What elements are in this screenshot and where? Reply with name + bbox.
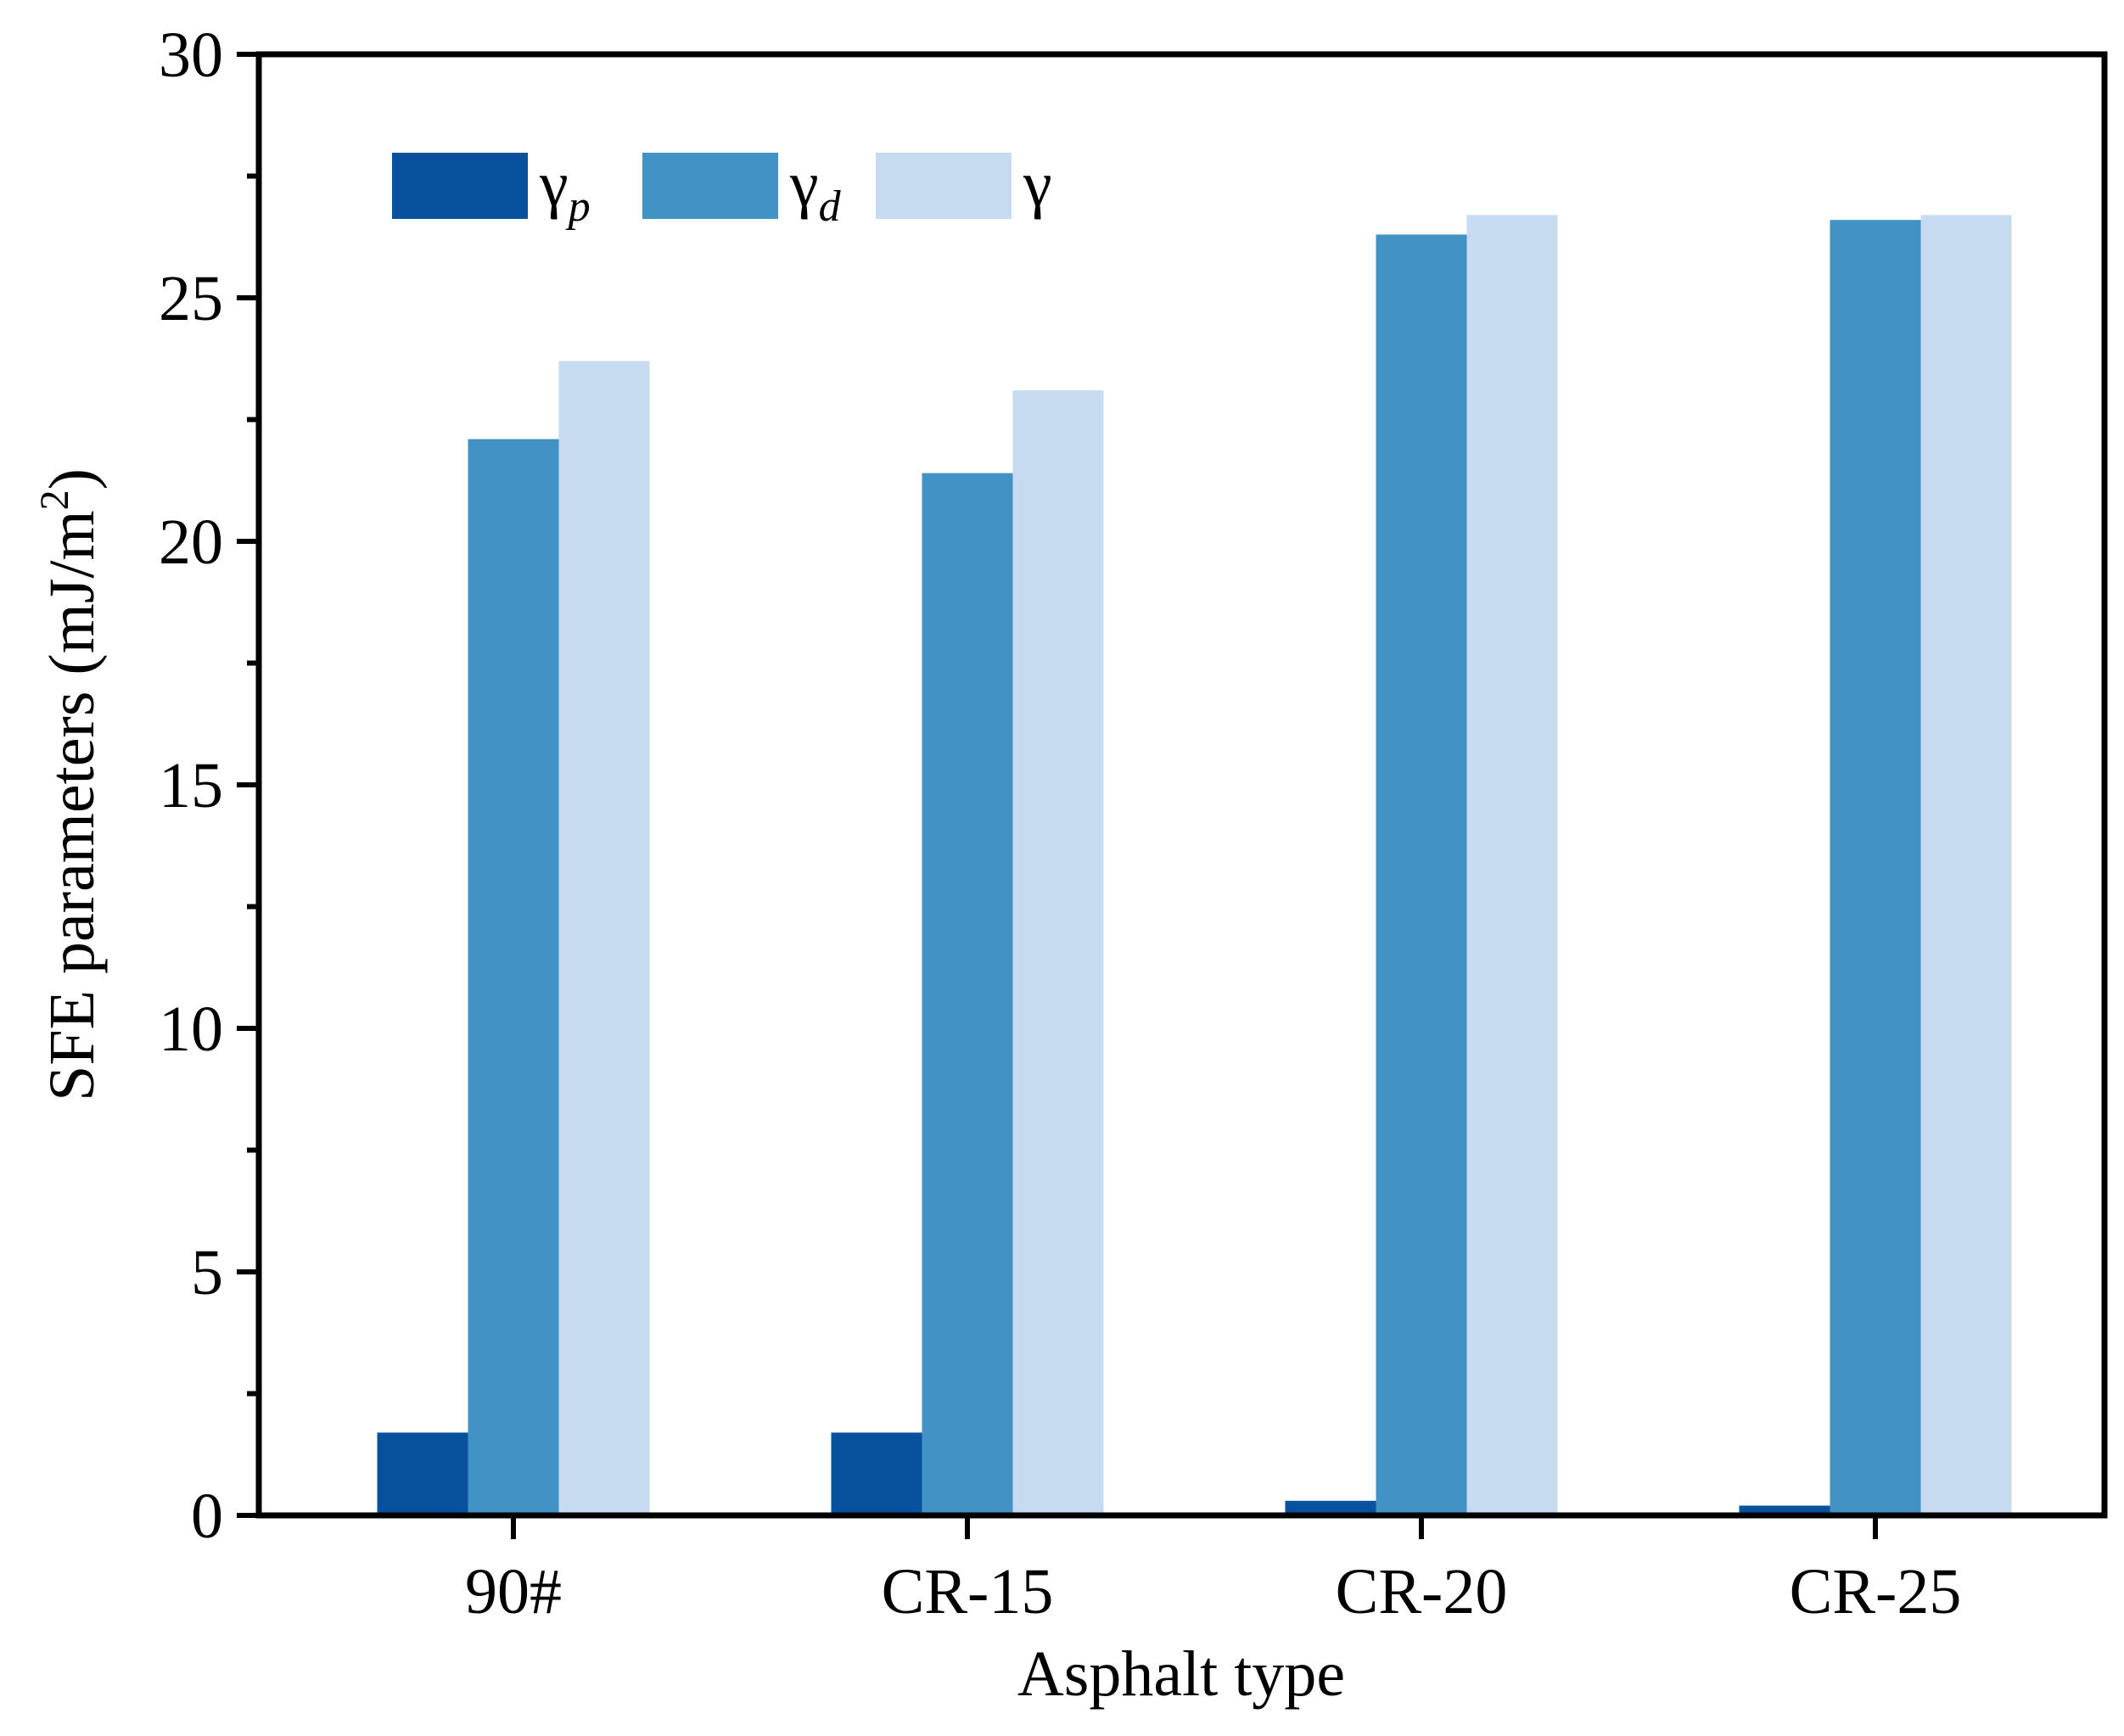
x-axis: 90# CR-15 CR-20 CR-25 <box>465 1515 1961 1627</box>
bar-CR20-series-2 <box>1466 215 1558 1515</box>
y-tick-label: 20 <box>159 507 223 578</box>
bar-CR15-series-1 <box>922 473 1013 1515</box>
bar-CR25-series-1 <box>1830 220 1921 1516</box>
y-tick-label: 10 <box>159 994 223 1065</box>
y-axis: 0 5 10 15 20 25 30 <box>159 20 259 1552</box>
bar-CR15-series-0 <box>831 1432 922 1515</box>
bar-CR15-series-2 <box>1012 390 1104 1516</box>
bar-90-series-2 <box>558 361 650 1516</box>
legend-swatch-2 <box>876 153 1012 219</box>
legend-label-0: γp <box>539 148 591 231</box>
legend-swatch-1 <box>642 153 778 219</box>
x-tick-label: CR-20 <box>1336 1556 1508 1627</box>
bar-90-series-0 <box>377 1432 468 1515</box>
y-tick-label: 15 <box>159 750 223 821</box>
y-axis-label: SFE parameters (mJ/m2) <box>32 468 108 1101</box>
y-axis-label-superscript: 2 <box>32 490 77 510</box>
y-tick-label: 0 <box>191 1481 223 1552</box>
y-axis-label-close: ) <box>36 468 108 490</box>
bar-CR25-series-2 <box>1920 215 2012 1515</box>
y-axis-label-main: SFE parameters (mJ/m <box>36 510 108 1101</box>
x-axis-label: Asphalt type <box>1017 1638 1345 1710</box>
bar-90-series-1 <box>468 439 559 1515</box>
y-tick-label: 30 <box>159 20 223 91</box>
bars-layer <box>377 215 2012 1516</box>
bar-CR25-series-0 <box>1739 1505 1830 1515</box>
bar-CR20-series-1 <box>1376 234 1467 1515</box>
y-tick-label: 5 <box>191 1237 223 1308</box>
legend: γp γd γ <box>392 148 1052 231</box>
legend-label-2: γ <box>1023 148 1052 220</box>
bar-CR20-series-0 <box>1285 1500 1376 1515</box>
x-tick-label: CR-15 <box>882 1556 1054 1627</box>
legend-swatch-0 <box>392 153 528 219</box>
y-tick-label: 25 <box>159 263 223 334</box>
legend-label-1: γd <box>789 148 842 231</box>
x-tick-label: 90# <box>465 1556 562 1627</box>
x-tick-label: CR-25 <box>1790 1556 1962 1627</box>
